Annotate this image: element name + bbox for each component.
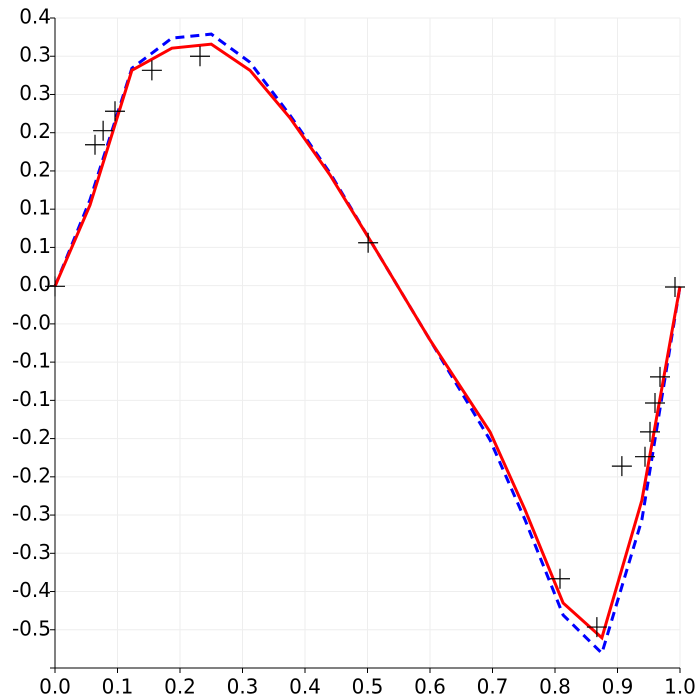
marker [611,456,632,477]
marker [85,134,105,155]
marker [105,101,125,122]
y-tick-label: -0.2 [12,425,51,449]
y-tick-label: -0.0 [12,310,51,334]
marker [141,60,162,81]
y-tick-label: -0.3 [12,502,51,526]
x-tick-label: 0.5 [352,675,384,699]
x-tick-label: 0.7 [477,675,509,699]
x-tick-label: 0.9 [602,675,634,699]
y-tick-label: -0.2 [12,463,51,487]
marker [650,366,670,387]
x-tick-label: 0.4 [289,675,321,699]
y-tick-label: 0.3 [19,43,51,67]
marker [645,393,665,414]
x-tick-label: 0.1 [102,675,134,699]
y-tick-label: -0.1 [12,387,51,411]
x-tick-label: 0.3 [227,675,259,699]
marker [45,276,65,297]
marker [550,568,570,589]
x-tick-label: 0.2 [164,675,196,699]
marker [358,232,379,253]
y-tick-label: 0.0 [19,272,51,296]
y-tick-label: -0.4 [12,578,51,602]
x-tick-label: 0.8 [539,675,571,699]
y-tick-label: 0.2 [19,119,51,143]
y-tick-label: 0.3 [19,81,51,105]
x-tick-label: 1.0 [664,675,696,699]
marker [190,46,210,67]
y-tick-label: -0.5 [12,616,51,640]
y-tick-label: 0.2 [19,157,51,181]
x-tick-label: 0.0 [39,675,71,699]
y-tick-label: 0.1 [19,196,51,220]
marker [640,421,660,442]
marker [665,276,685,297]
y-tick-label: -0.3 [12,540,51,564]
marker [635,446,655,467]
y-tick-label: -0.1 [12,349,51,373]
y-tick-label: 0.1 [19,234,51,258]
y-tick-label: 0.4 [19,5,51,29]
marker [93,120,114,141]
x-tick-label: 0.6 [414,675,446,699]
marker [586,617,607,638]
line [53,42,682,641]
